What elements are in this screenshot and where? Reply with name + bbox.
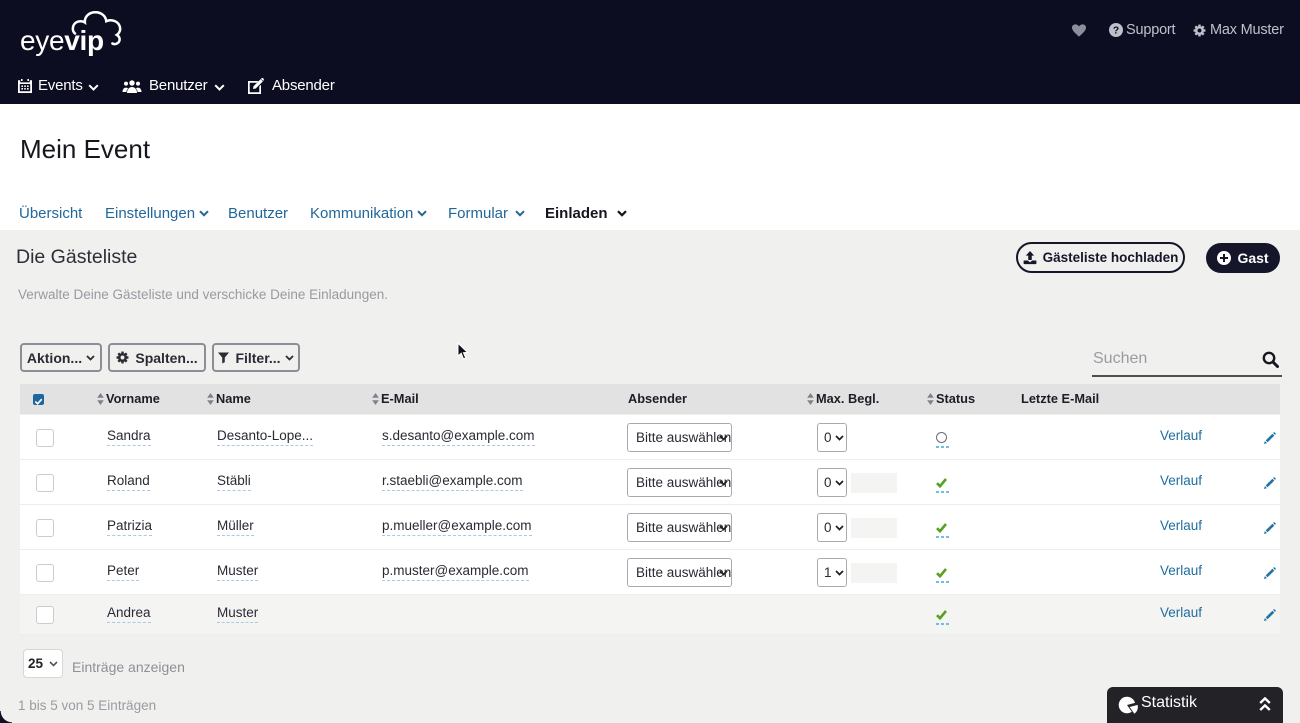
- svg-text:?: ?: [1113, 26, 1119, 37]
